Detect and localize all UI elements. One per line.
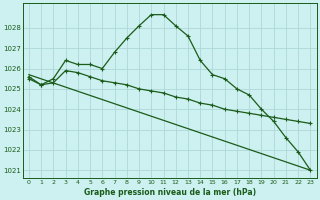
X-axis label: Graphe pression niveau de la mer (hPa): Graphe pression niveau de la mer (hPa) <box>84 188 256 197</box>
